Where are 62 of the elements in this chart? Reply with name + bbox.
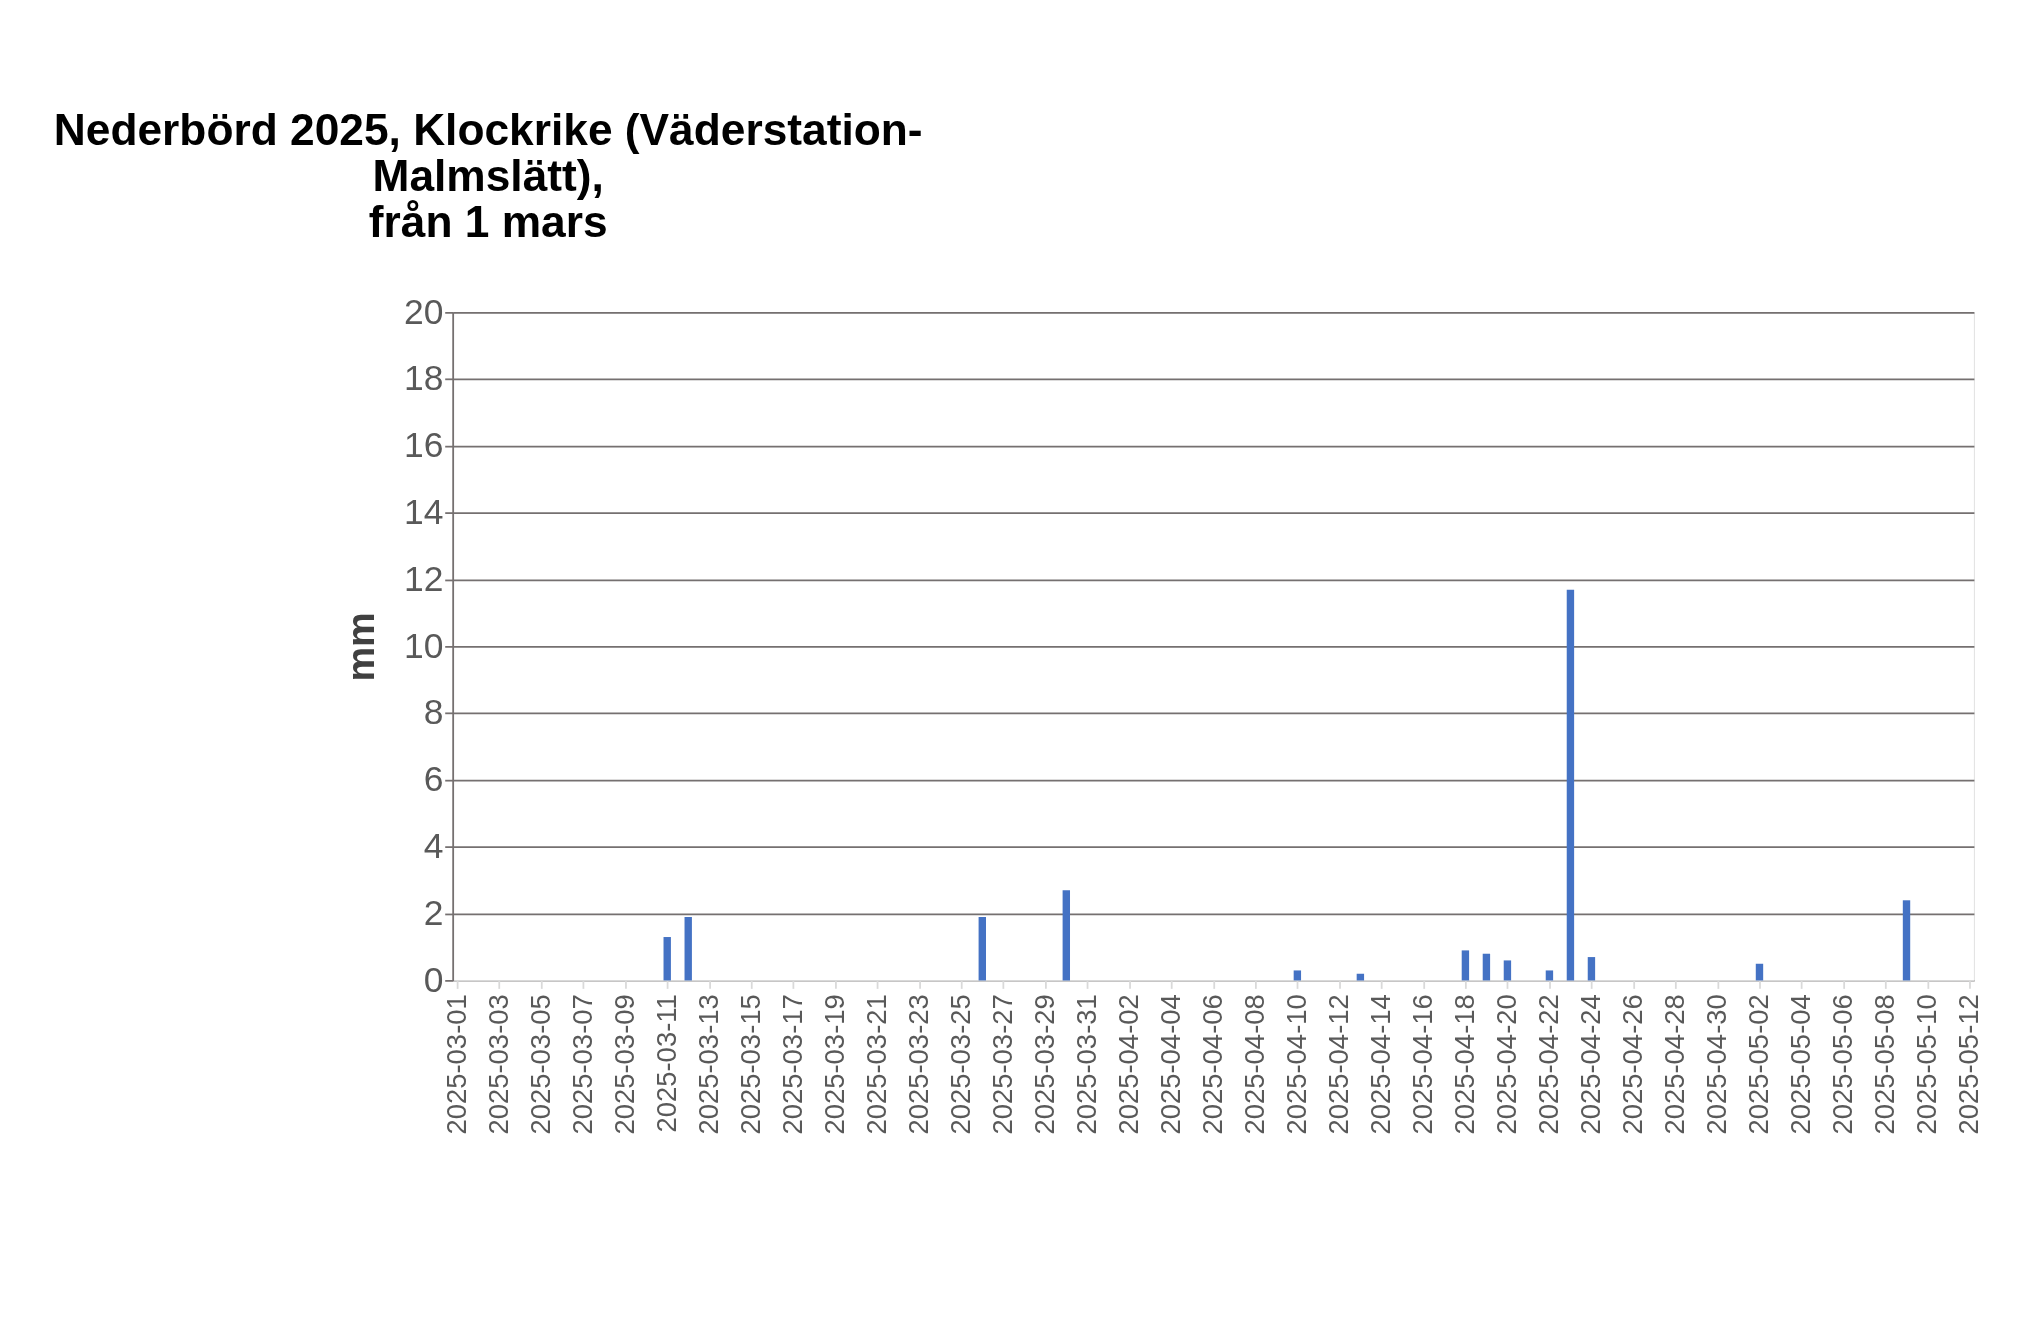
y-tick-label: 6 bbox=[423, 759, 444, 800]
bar bbox=[684, 916, 692, 981]
x-tick-label: 2025-05-04 bbox=[1784, 994, 1816, 1135]
x-tick-label: 2025-04-30 bbox=[1700, 994, 1732, 1135]
x-tick-label: 2025-03-17 bbox=[776, 994, 808, 1135]
y-tick-label: 20 bbox=[404, 291, 444, 332]
x-tick-label: 2025-03-11 bbox=[650, 994, 682, 1133]
x-tick-label: 2025-04-26 bbox=[1616, 994, 1648, 1135]
x-tick-label: 2025-03-21 bbox=[860, 994, 892, 1135]
bar bbox=[1293, 970, 1302, 981]
bar bbox=[663, 937, 671, 981]
bar bbox=[1587, 957, 1596, 981]
y-tick-label: 18 bbox=[404, 358, 444, 399]
bar bbox=[1545, 970, 1554, 981]
x-tick-label: 2025-05-12 bbox=[1952, 994, 1984, 1135]
y-tick-label: 8 bbox=[423, 692, 444, 733]
x-tick-label: 2025-04-14 bbox=[1364, 994, 1396, 1135]
x-tick-label: 2025-05-06 bbox=[1826, 994, 1858, 1135]
y-tick-label: 4 bbox=[423, 825, 444, 866]
x-tick-label: 2025-03-19 bbox=[818, 994, 850, 1135]
x-tick-label: 2025-04-22 bbox=[1532, 994, 1564, 1135]
x-tick-label: 2025-05-02 bbox=[1742, 994, 1774, 1135]
x-tick-label: 2025-04-16 bbox=[1406, 994, 1438, 1135]
x-tick-label: 2025-03-27 bbox=[986, 994, 1018, 1135]
text: Malmslätt), bbox=[372, 151, 604, 201]
x-tick-label: 2025-04-10 bbox=[1280, 994, 1312, 1135]
text: Nederbörd 2025, Klockrike (Väderstation- bbox=[53, 104, 923, 154]
x-tick-label: 2025-03-09 bbox=[608, 994, 640, 1135]
x-tick-label: 2025-03-23 bbox=[902, 994, 934, 1135]
bar bbox=[1503, 960, 1512, 981]
x-tick-label: 2025-03-03 bbox=[482, 994, 514, 1135]
y-axis-title: mm bbox=[338, 612, 382, 682]
x-tick-label: 2025-04-18 bbox=[1448, 994, 1480, 1135]
x-tick-label: 2025-04-12 bbox=[1322, 994, 1354, 1135]
bar bbox=[1461, 950, 1470, 981]
x-tick-label: 2025-03-29 bbox=[1028, 994, 1060, 1135]
x-tick-label: 2025-04-06 bbox=[1196, 994, 1228, 1135]
y-tick-label: 10 bbox=[404, 625, 444, 666]
bar bbox=[1902, 900, 1911, 981]
x-tick-label: 2025-05-10 bbox=[1910, 994, 1942, 1135]
bar bbox=[1482, 953, 1491, 981]
x-tick-label: 2025-03-07 bbox=[566, 994, 598, 1135]
x-tick-label: 2025-04-08 bbox=[1238, 994, 1270, 1135]
y-tick-label: 12 bbox=[404, 558, 444, 599]
x-tick-label: 2025-03-15 bbox=[734, 994, 766, 1135]
x-tick-label: 2025-04-04 bbox=[1154, 994, 1186, 1135]
bar bbox=[1566, 589, 1575, 981]
x-tick-label: 2025-04-20 bbox=[1490, 994, 1522, 1135]
x-tick-label: 2025-05-08 bbox=[1868, 994, 1900, 1135]
x-tick-label: 2025-03-25 bbox=[944, 994, 976, 1135]
x-tick-label: 2025-03-31 bbox=[1070, 994, 1102, 1135]
x-tick-label: 2025-04-28 bbox=[1658, 994, 1690, 1135]
bar bbox=[1755, 963, 1764, 981]
x-tick-label: 2025-03-05 bbox=[524, 994, 556, 1135]
x-tick-label: 2025-04-24 bbox=[1574, 994, 1606, 1135]
y-tick-label: 14 bbox=[404, 491, 444, 532]
bar bbox=[1062, 890, 1071, 981]
y-tick-label: 2 bbox=[423, 892, 444, 933]
y-tick-label: 16 bbox=[404, 425, 444, 466]
bar bbox=[978, 916, 986, 981]
x-tick-label: 2025-04-02 bbox=[1112, 994, 1144, 1135]
x-tick-label: 2025-03-13 bbox=[692, 994, 724, 1135]
